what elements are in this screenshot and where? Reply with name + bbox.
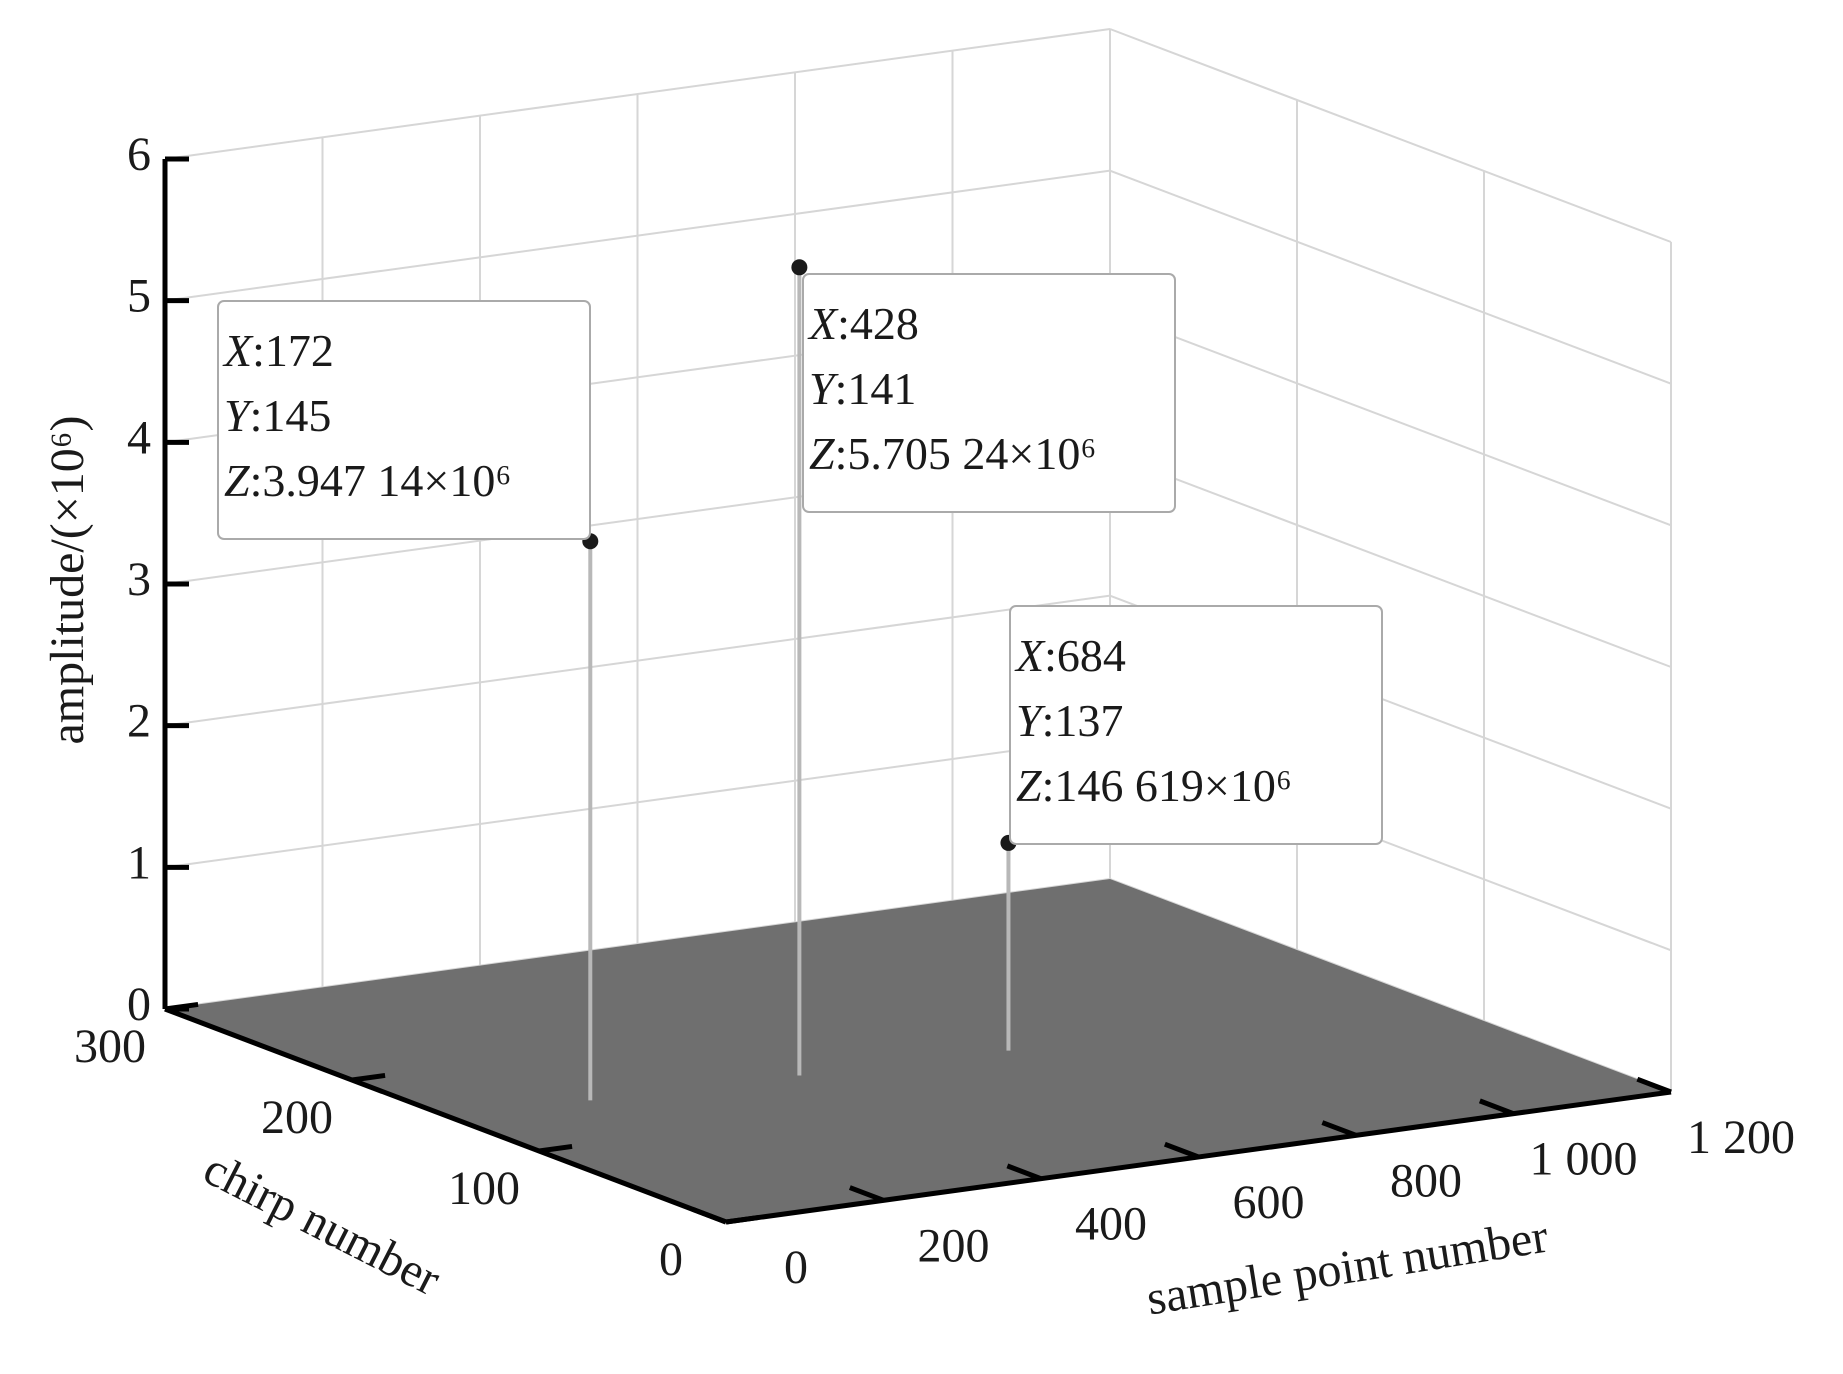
grid-line xyxy=(164,736,1111,869)
data-tip-box xyxy=(802,273,1176,513)
data-tip-text: Z:5.705 24×10⁶ xyxy=(809,428,1096,479)
y-tick-label: 300 xyxy=(74,1020,146,1073)
x-tick xyxy=(691,1206,727,1225)
z-tick-label: 2 xyxy=(127,695,151,748)
x-tick-label: 600 xyxy=(1233,1176,1305,1229)
x-tick xyxy=(1006,1163,1042,1182)
z-tick-label: 1 xyxy=(127,836,151,889)
z-tick-label: 4 xyxy=(127,411,151,464)
data-tip-text: Y:141 xyxy=(809,363,916,414)
grid-line xyxy=(1109,28,1672,243)
data-tip-text: Z:3.947 14×10⁶ xyxy=(224,455,511,506)
data-tip-text: Y:145 xyxy=(224,390,331,441)
annotations: X:172 Y:145 Z:3.947 14×10⁶ X:428 Y:141 Z:5.70… xyxy=(217,273,1383,845)
grid-line xyxy=(164,594,1111,727)
data-tip-box xyxy=(217,300,591,540)
stem-marker xyxy=(791,259,808,276)
x-tick xyxy=(848,1185,885,1203)
z-tick-label: 3 xyxy=(127,553,151,606)
grid-line xyxy=(164,169,1111,302)
y-tick xyxy=(725,1214,760,1225)
x-tick-label: 1 000 xyxy=(1530,1133,1638,1186)
grid-line xyxy=(1109,311,1672,527)
data-tip: X:428 Y:141 Z:5.705 24×10⁶ xyxy=(802,273,1176,513)
data-tip-text: X:684 xyxy=(1014,630,1126,681)
y-tick xyxy=(351,1072,386,1083)
x-axis-label: sample point number xyxy=(1143,1210,1552,1326)
y-tick-label: 0 xyxy=(659,1233,683,1286)
grid-line xyxy=(164,28,1111,160)
x-tick xyxy=(1636,1076,1672,1095)
data-tip-text: Z:146 619×10⁶ xyxy=(1016,760,1292,811)
grid-line xyxy=(1109,453,1672,668)
surface-floor xyxy=(165,879,1671,1222)
y-axis xyxy=(164,1006,727,1225)
x-tick xyxy=(1478,1098,1515,1117)
x-tick xyxy=(1321,1120,1357,1138)
floor xyxy=(165,879,1671,1222)
x-tick-label: 800 xyxy=(1390,1154,1462,1207)
grid-line xyxy=(1109,169,1672,385)
x-tick-label: 200 xyxy=(918,1219,990,1272)
data-tip-text: Y:137 xyxy=(1016,695,1123,746)
data-tip: X:684 Y:137 Z:146 619×10⁶ xyxy=(1009,605,1383,845)
x-tick xyxy=(1163,1141,1200,1160)
z-axis-label: amplitude/(×10⁶) xyxy=(41,415,94,744)
data-tip-text: X:172 xyxy=(222,325,334,376)
z-tick-label: 5 xyxy=(127,270,151,323)
data-tip-box xyxy=(1009,605,1383,845)
x-tick-label: 400 xyxy=(1075,1198,1147,1251)
y-tick-label: 100 xyxy=(448,1162,520,1215)
data-tip-text: X:428 xyxy=(807,298,919,349)
y-axis-label: chirp number xyxy=(195,1142,448,1306)
data-tip: X:172 Y:145 Z:3.947 14×10⁶ xyxy=(217,300,591,540)
z-tick-label: 0 xyxy=(127,978,151,1031)
y-tick xyxy=(538,1143,573,1154)
x-tick-label: 0 xyxy=(784,1241,808,1294)
y-tick-label: 200 xyxy=(261,1091,333,1144)
z-tick-label: 6 xyxy=(127,128,151,181)
x-tick-label: 1 200 xyxy=(1687,1111,1795,1164)
